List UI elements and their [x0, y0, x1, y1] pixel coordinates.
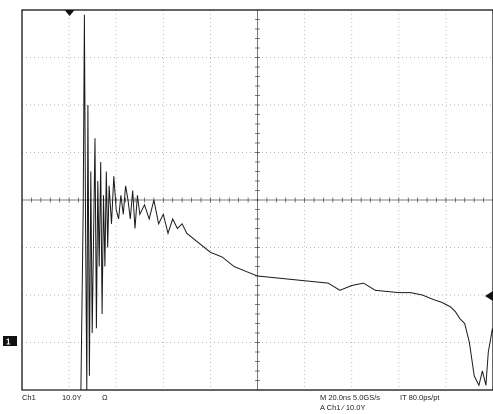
trigger-level-marker	[485, 291, 493, 301]
graticule-frame	[21, 9, 493, 391]
channel-label: Ch1	[22, 393, 36, 402]
volts-per-div: 10.0Y	[62, 393, 82, 402]
channel-1-ground-marker: 1	[3, 336, 17, 347]
waveform-trace	[22, 14, 493, 391]
channel-marker-label: 1	[6, 338, 11, 347]
interpolation-label: IT 80.0ps/pt	[400, 393, 440, 402]
status-bar: Ch1 10.0Y Ω M 20.0ns 5.0GS/s IT 80.0ps/p…	[22, 393, 440, 412]
coupling-label: Ω	[102, 393, 108, 402]
trigger-label: A Ch1 ⁄ 10.0Y	[320, 403, 365, 412]
graticule-center-ticks	[21, 9, 493, 391]
trigger-position-marker	[64, 10, 75, 16]
timebase-label: M 20.0ns 5.0GS/s	[320, 393, 380, 402]
waveform-line	[22, 14, 493, 391]
